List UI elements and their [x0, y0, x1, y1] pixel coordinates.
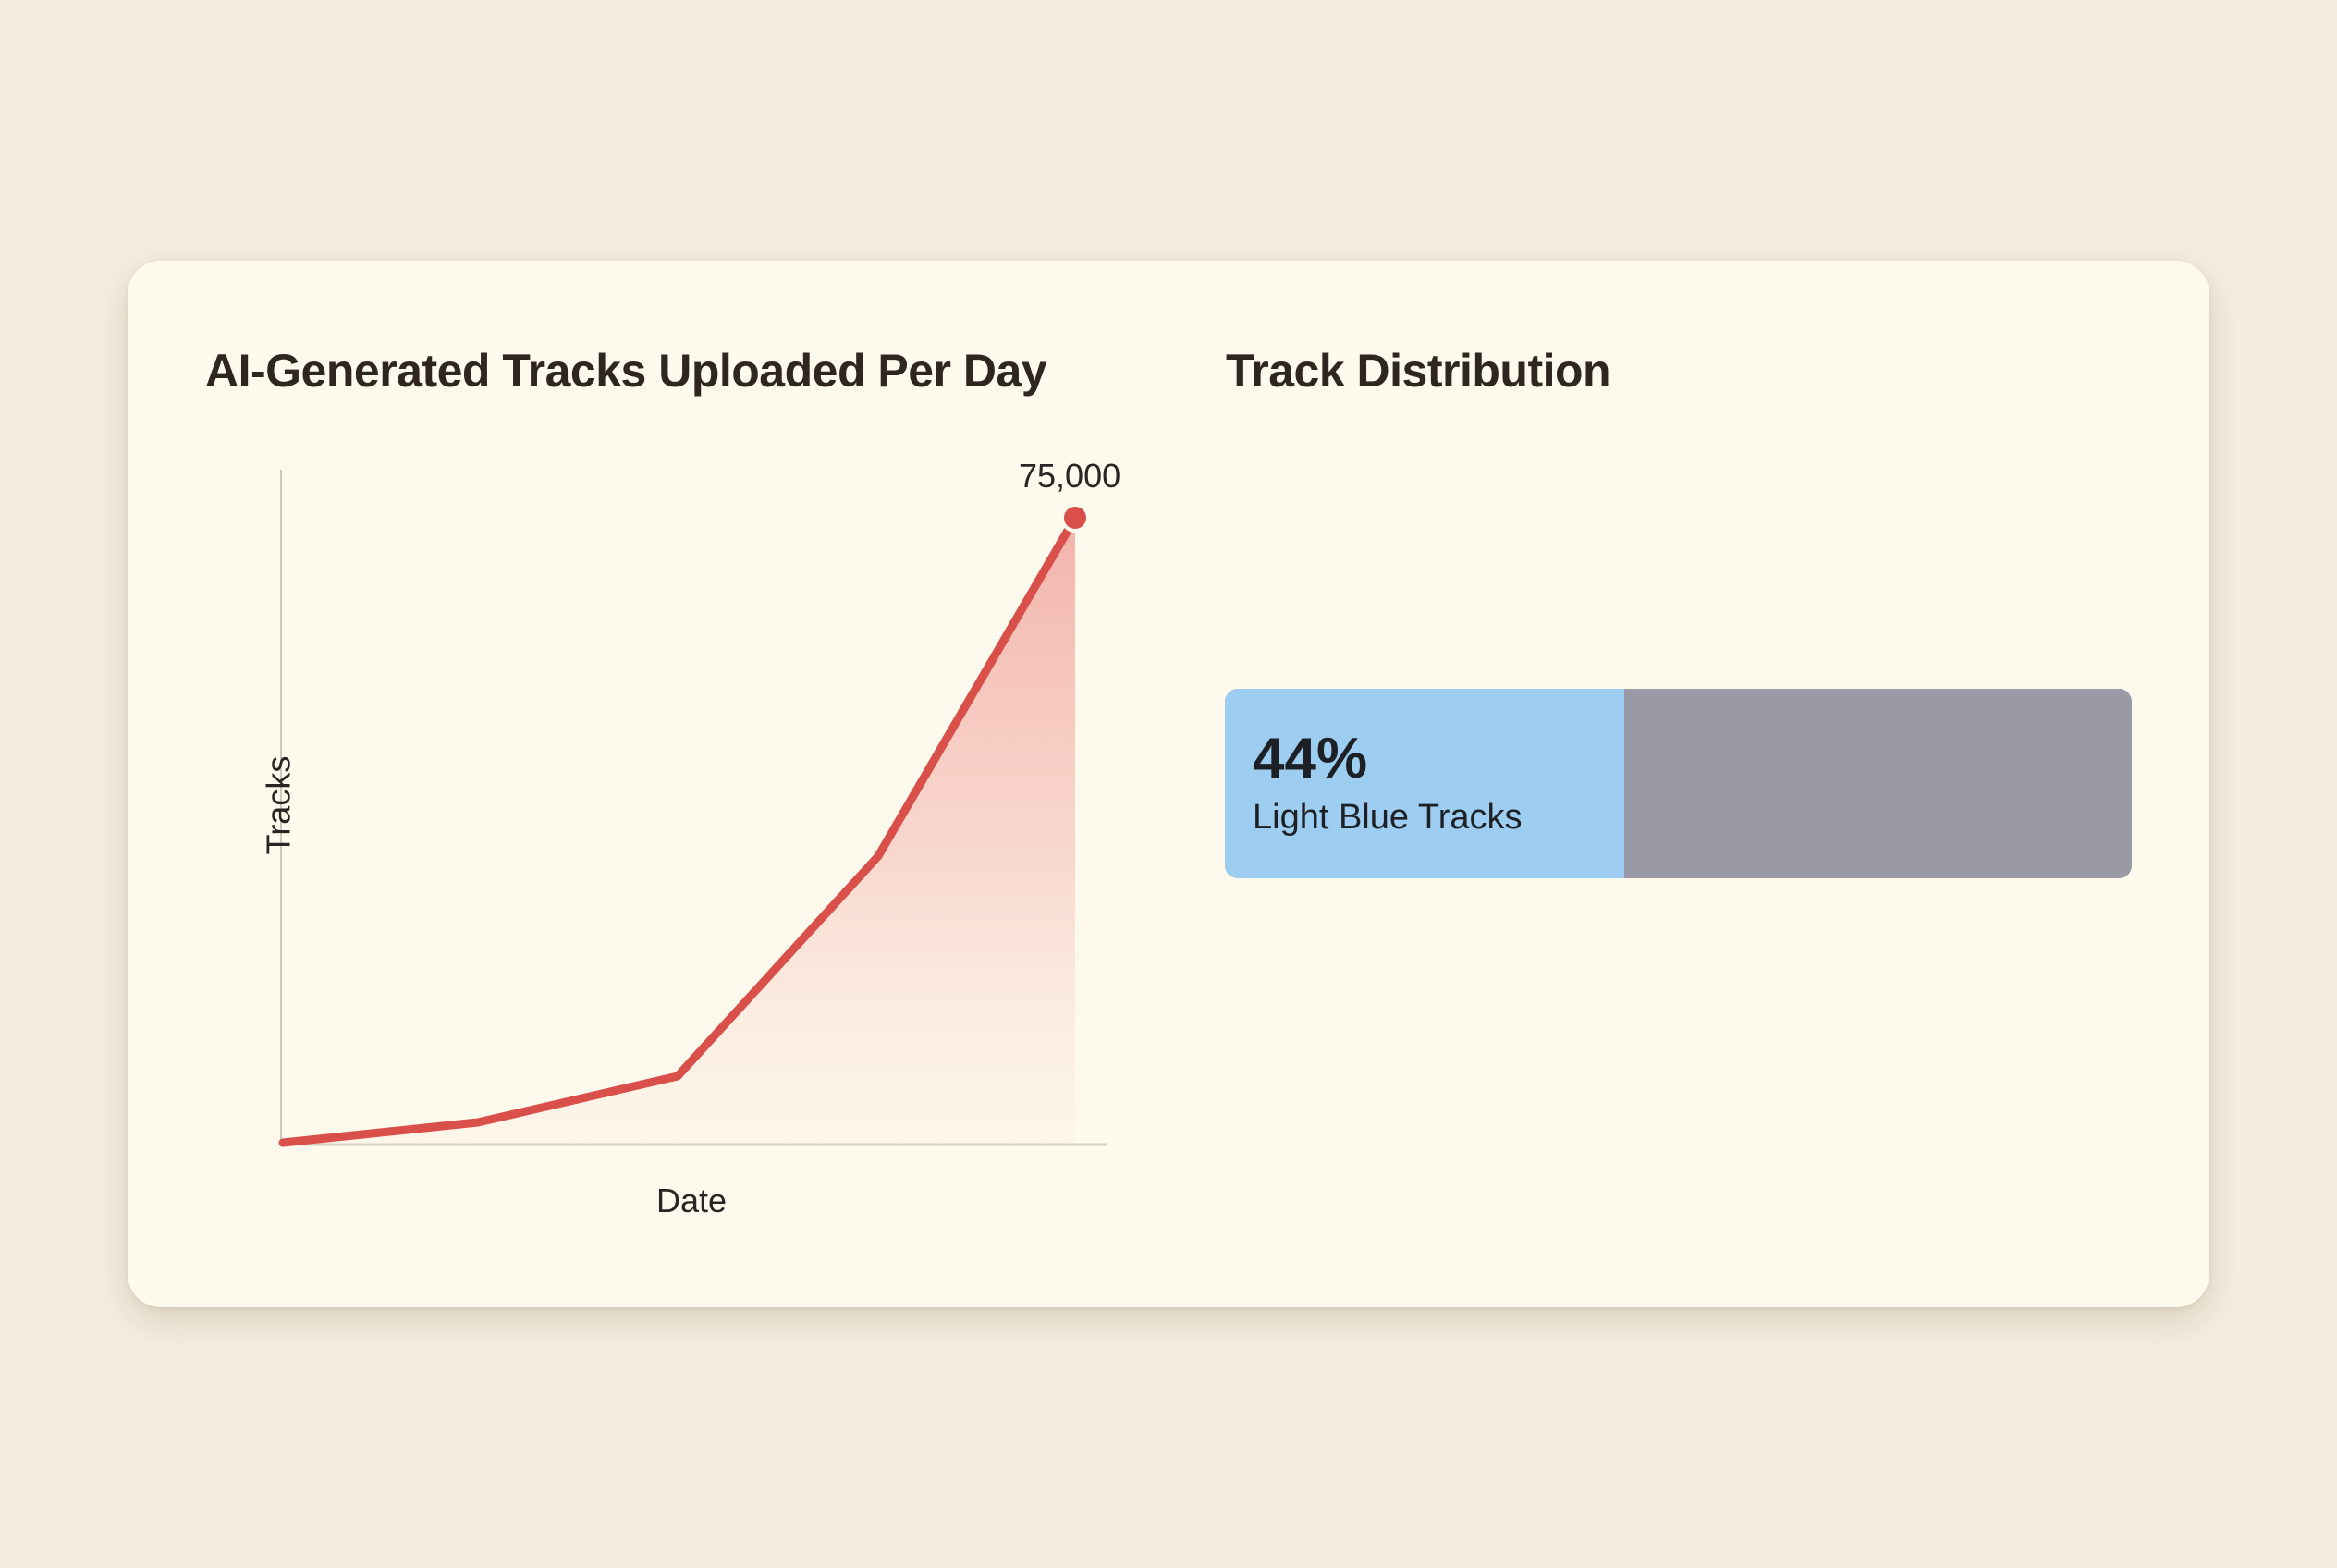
peak-point — [1060, 503, 1090, 533]
y-axis-label: Tracks — [259, 755, 298, 855]
area-fill — [283, 518, 1075, 1144]
light-blue-segment: 44% Light Blue Tracks — [1225, 689, 1624, 878]
distribution-title: Track Distribution — [1226, 345, 1611, 397]
dashboard-card: AI-Generated Tracks Uploaded Per Day 75,… — [128, 261, 2209, 1307]
distribution-bar: 44% Light Blue Tracks — [1225, 689, 2132, 878]
segment-percent: 44% — [1253, 727, 1368, 790]
remaining-segment — [1623, 689, 2132, 878]
peak-value-label: 75,000 — [1019, 457, 1121, 495]
trend-line — [278, 513, 1080, 1147]
x-axis-label: Date — [656, 1182, 728, 1219]
line-chart — [278, 470, 1107, 1147]
segment-label: Light Blue Tracks — [1253, 798, 1523, 837]
line-chart-title: AI-Generated Tracks Uploaded Per Day — [205, 345, 1047, 397]
